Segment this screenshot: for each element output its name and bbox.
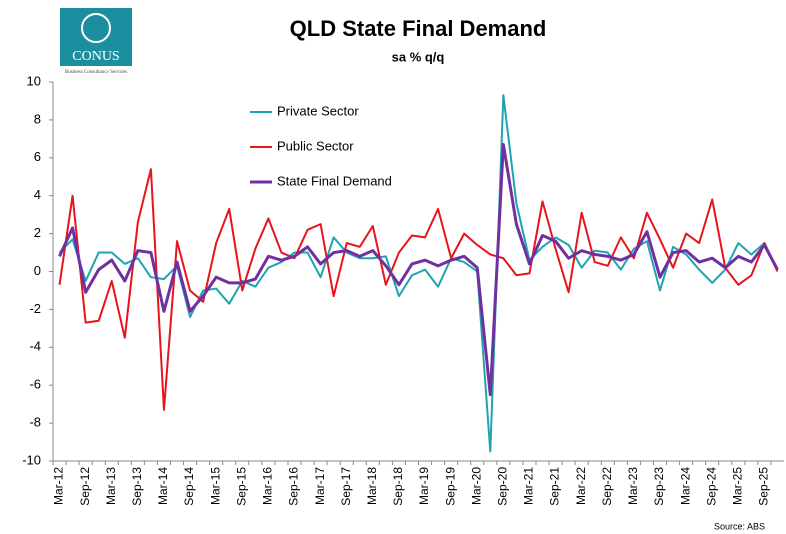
x-tick-label: Sep-12	[78, 467, 92, 506]
x-tick-label: Sep-24	[704, 467, 718, 506]
y-tick-label: 2	[34, 225, 41, 240]
logo-tagline: Business Consultancy Services	[65, 70, 127, 75]
x-tick-label: Mar-14	[156, 467, 170, 505]
y-tick-label: 0	[34, 263, 41, 278]
x-tick-label: Mar-16	[261, 467, 275, 505]
y-tick-label: 8	[34, 111, 41, 126]
logo-swirl	[81, 13, 111, 43]
logo-band	[60, 48, 132, 66]
x-tick-label: Sep-23	[652, 467, 666, 506]
legend-label: State Final Demand	[277, 173, 392, 188]
x-tick-label: Sep-21	[548, 467, 562, 506]
x-tick-label: Mar-19	[417, 467, 431, 505]
x-tick-label: Mar-17	[313, 467, 327, 505]
x-tick-label: Mar-23	[626, 467, 640, 505]
x-tick-label: Sep-22	[600, 467, 614, 506]
x-tick-label: Sep-15	[234, 467, 248, 506]
y-tick-label: 4	[34, 187, 41, 202]
y-tick-label: -2	[29, 301, 41, 316]
x-tick-label: Sep-20	[496, 467, 510, 506]
x-tick-label: Mar-24	[678, 467, 692, 505]
x-tick-label: Mar-22	[574, 467, 588, 505]
x-tick-label: Sep-13	[130, 467, 144, 506]
chart-title: QLD State Final Demand	[290, 16, 547, 41]
chart-subtitle: sa % q/q	[392, 49, 445, 64]
y-tick-label: 6	[34, 149, 41, 164]
x-tick-label: Mar-20	[469, 467, 483, 505]
y-tick-label: -8	[29, 415, 41, 430]
x-tick-label: Mar-13	[104, 467, 118, 505]
source: Source: ABS	[714, 521, 765, 531]
series-line	[58, 94, 779, 453]
x-tick-label: Sep-25	[757, 467, 771, 506]
x-tick-label: Mar-15	[208, 467, 222, 505]
legend-label: Private Sector	[277, 103, 359, 118]
x-tick-label: Mar-12	[52, 467, 66, 505]
series-line	[58, 168, 779, 411]
x-tick-label: Sep-18	[391, 467, 405, 506]
y-tick-label: -10	[22, 452, 41, 467]
logo-name: CONUS	[72, 49, 119, 64]
legend-label: Public Sector	[277, 138, 354, 153]
x-tick-label: Sep-19	[443, 467, 457, 506]
x-tick-label: Sep-17	[339, 467, 353, 506]
x-tick-label: Sep-14	[182, 467, 196, 506]
y-tick-label: -6	[29, 377, 41, 392]
x-tick-label: Mar-21	[522, 467, 536, 505]
series-line	[58, 143, 779, 397]
x-tick-label: Sep-16	[287, 467, 301, 506]
y-tick-label: 10	[27, 73, 41, 88]
x-tick-label: Mar-18	[365, 467, 379, 505]
x-tick-label: Mar-25	[730, 467, 744, 505]
logo: CONUS Business Consultancy Services	[60, 8, 132, 75]
y-tick-label: -4	[29, 339, 41, 354]
